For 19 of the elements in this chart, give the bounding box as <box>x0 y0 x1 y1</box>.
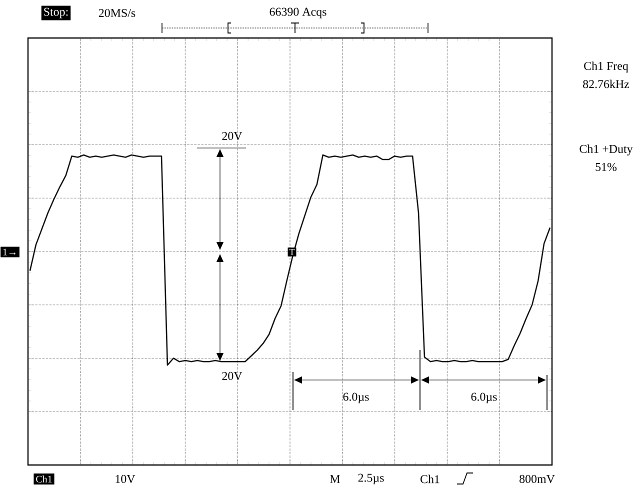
text: Ch1 <box>420 474 440 484</box>
text: 20MS/s <box>98 8 136 18</box>
text: 20V <box>222 372 242 380</box>
text: M <box>330 475 340 483</box>
text: Stop: <box>44 8 68 18</box>
text: 1→ <box>3 248 16 256</box>
text: 6.0µs <box>471 392 497 404</box>
text: Ch1 Freq <box>584 62 628 72</box>
text: 20V <box>222 132 242 140</box>
text: 82.76kHz <box>583 80 630 88</box>
text: 6.0µs <box>343 392 369 404</box>
text: 2.5µs <box>358 474 384 484</box>
annotation: T <box>289 249 295 255</box>
text: Ch1 +Duty <box>580 144 633 156</box>
text: 10V <box>116 474 136 484</box>
text: 66390 Acqs <box>270 8 326 18</box>
text: 51% <box>596 162 617 172</box>
text: 800mV <box>520 474 555 484</box>
text: Ch1 <box>36 475 52 482</box>
